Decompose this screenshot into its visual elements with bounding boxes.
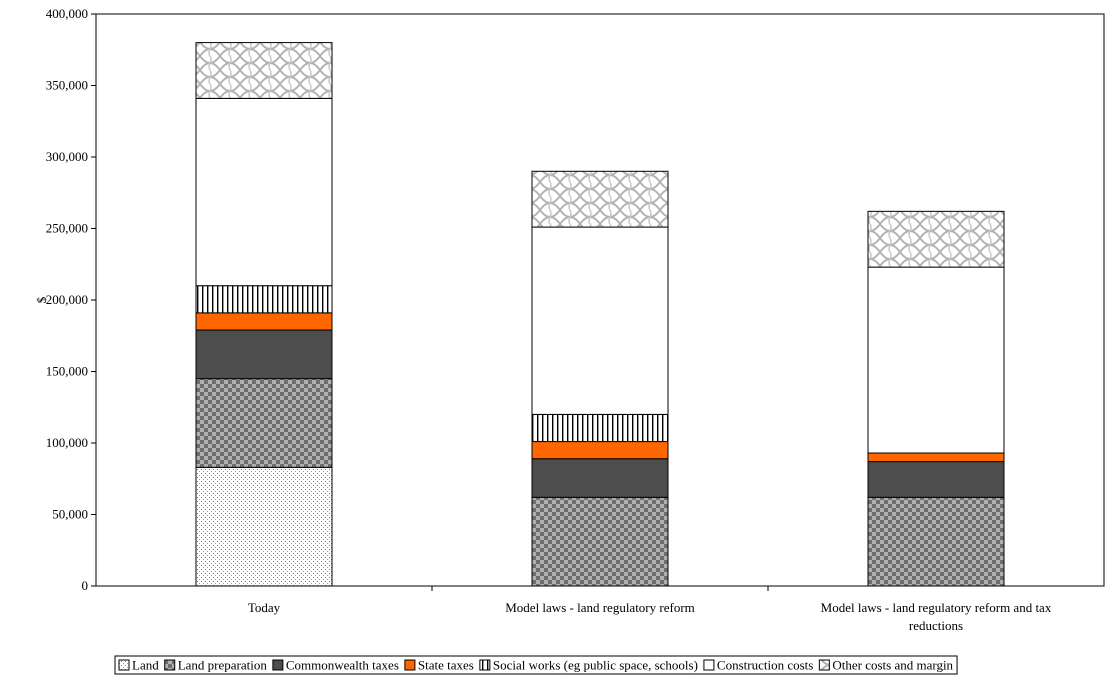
bar-segment-state-taxes — [867, 452, 1005, 463]
y-tick-label: 200,000 — [46, 292, 88, 307]
bar-segment-other-costs-and-margin — [531, 170, 669, 228]
legend-swatch — [164, 659, 176, 671]
legend-box — [114, 655, 958, 675]
legend-swatch — [118, 659, 130, 671]
bar-segment-land-preparation — [531, 496, 669, 587]
legend-swatch — [404, 659, 416, 671]
legend: Land Land preparation Commonwealth taxes St… — [114, 655, 958, 675]
y-tick-label: 250,000 — [46, 221, 88, 236]
legend-label: Land — [132, 658, 159, 673]
bar-segment-social-works-eg-public-space-schools — [531, 413, 669, 443]
legend-swatch — [703, 659, 715, 671]
bar-segment-construction-costs — [195, 97, 333, 287]
y-tick-label: 50,000 — [52, 507, 88, 522]
bar-segment-other-costs-and-margin — [195, 42, 333, 99]
bar-segment-construction-costs — [867, 266, 1005, 454]
bar-segment-social-works-eg-public-space-schools — [195, 285, 333, 314]
legend-label: Land preparation — [178, 658, 268, 673]
category-label: Today — [248, 600, 281, 615]
bar-segment-commonwealth-taxes — [195, 329, 333, 380]
category-label: Model laws - land regulatory reform — [505, 600, 695, 615]
bar-segment-land-preparation — [195, 378, 333, 468]
legend-label: Social works (eg public space, schools) — [493, 658, 698, 673]
legend-swatch — [479, 659, 491, 671]
y-axis-title: $ — [34, 296, 49, 303]
category-label: reductions — [909, 618, 963, 633]
y-tick-label: 0 — [82, 578, 89, 593]
y-tick-label: 150,000 — [46, 364, 88, 379]
y-tick-label: 400,000 — [46, 6, 88, 21]
legend-swatch — [818, 659, 830, 671]
bars — [195, 42, 1005, 587]
bar-segment-other-costs-and-margin — [867, 210, 1005, 268]
category-label: Model laws - land regulatory reform and … — [821, 600, 1052, 615]
y-tick-label: 350,000 — [46, 78, 88, 93]
bar-segment-commonwealth-taxes — [867, 461, 1005, 498]
legend-label: Construction costs — [717, 658, 813, 673]
category-labels: Today Model laws - land regulatory reform… — [248, 600, 1052, 633]
bar-segment-state-taxes — [195, 312, 333, 331]
bar-segment-commonwealth-taxes — [531, 458, 669, 498]
bar-segment-land-preparation — [867, 496, 1005, 587]
legend-label: State taxes — [418, 658, 474, 673]
legend-label: Other costs and margin — [832, 658, 953, 673]
legend-label: Commonwealth taxes — [286, 658, 399, 673]
bar-segment-construction-costs — [531, 226, 669, 415]
y-tick-label: 300,000 — [46, 149, 88, 164]
bar-segment-state-taxes — [531, 441, 669, 460]
bar-segment-land — [195, 466, 333, 587]
legend-swatch — [272, 659, 284, 671]
y-tick-label: 100,000 — [46, 435, 88, 450]
